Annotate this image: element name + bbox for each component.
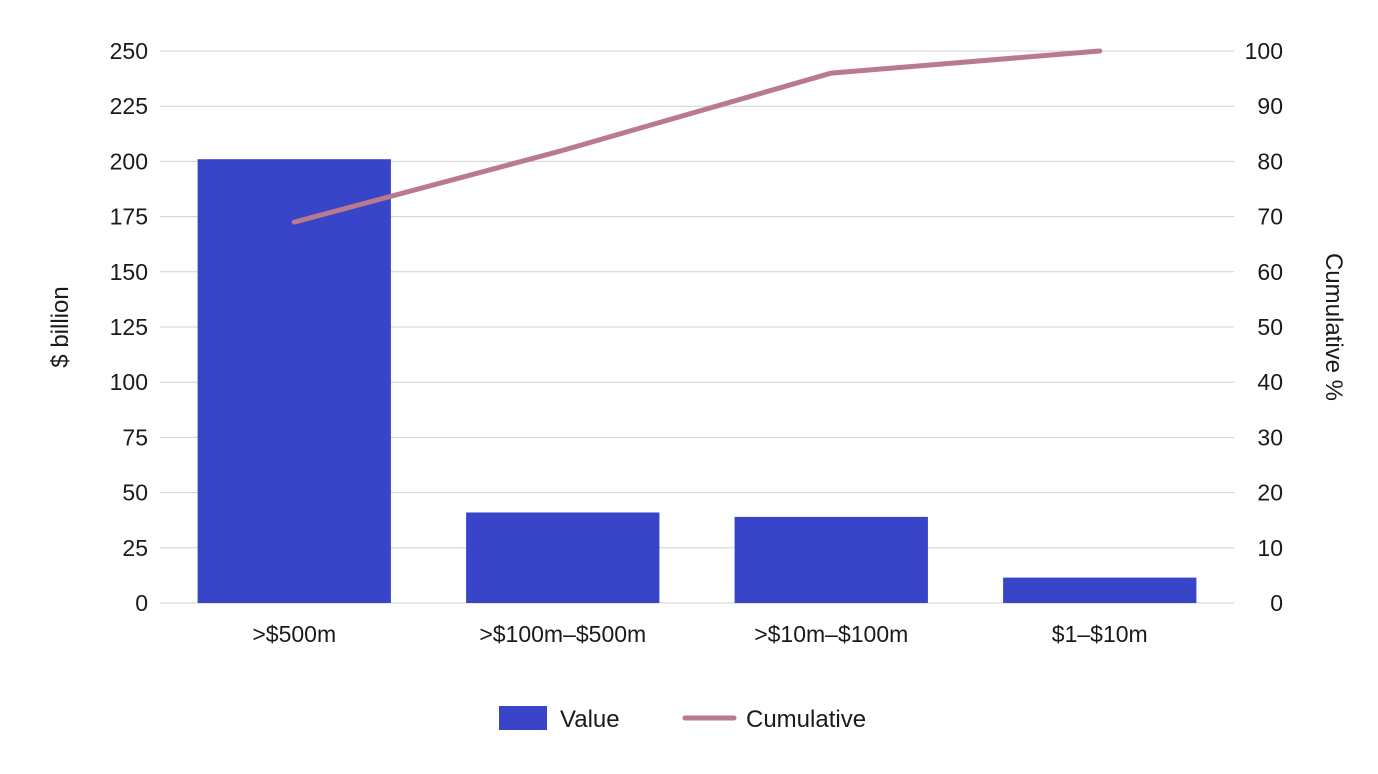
category-label: >$500m [252, 621, 336, 647]
value-bar [198, 159, 391, 603]
category-label: >$100m–$500m [479, 621, 646, 647]
right-tick-label: 40 [1257, 369, 1283, 395]
left-axis-title: $ billion [47, 286, 74, 367]
right-tick-label: 10 [1257, 535, 1283, 561]
left-tick-label: 75 [122, 424, 148, 450]
legend-value-label: Value [560, 706, 620, 733]
left-tick-label: 0 [135, 590, 148, 616]
category-label: >$10m–$100m [754, 621, 908, 647]
right-tick-label: 80 [1257, 148, 1283, 174]
right-tick-label: 60 [1257, 259, 1283, 285]
left-tick-label: 175 [110, 204, 148, 230]
left-tick-label: 200 [110, 148, 148, 174]
left-tick-label: 250 [110, 38, 148, 64]
value-bar [735, 517, 928, 603]
legend-cumulative-label: Cumulative [746, 706, 866, 733]
left-tick-label: 225 [110, 93, 148, 119]
left-tick-label: 150 [110, 259, 148, 285]
right-axis-title: Cumulative % [1320, 253, 1347, 401]
legend: Value Cumulative [499, 706, 866, 733]
right-tick-label: 20 [1257, 480, 1283, 506]
right-tick-label: 30 [1257, 424, 1283, 450]
value-bar [1003, 578, 1196, 603]
left-axis-ticks: 0 25 50 75 100 125 150 175 200 225 250 [110, 38, 148, 616]
left-tick-label: 50 [122, 480, 148, 506]
right-tick-label: 90 [1257, 93, 1283, 119]
right-tick-label: 70 [1257, 204, 1283, 230]
cumulative-line-layer [294, 51, 1100, 222]
legend-value-swatch [499, 706, 547, 730]
left-tick-label: 100 [110, 369, 148, 395]
value-bar [466, 512, 659, 603]
left-tick-label: 125 [110, 314, 148, 340]
right-axis-ticks: 0 10 20 30 40 50 60 70 80 90 100 [1245, 38, 1283, 616]
category-label: $1–$10m [1052, 621, 1148, 647]
right-tick-label: 0 [1270, 590, 1283, 616]
right-tick-label: 100 [1245, 38, 1283, 64]
x-axis-ticks: >$500m >$100m–$500m >$10m–$100m $1–$10m [252, 621, 1147, 647]
right-tick-label: 50 [1257, 314, 1283, 340]
left-tick-label: 25 [122, 535, 148, 561]
value-bars [198, 159, 1197, 603]
cumulative-line [294, 51, 1100, 222]
